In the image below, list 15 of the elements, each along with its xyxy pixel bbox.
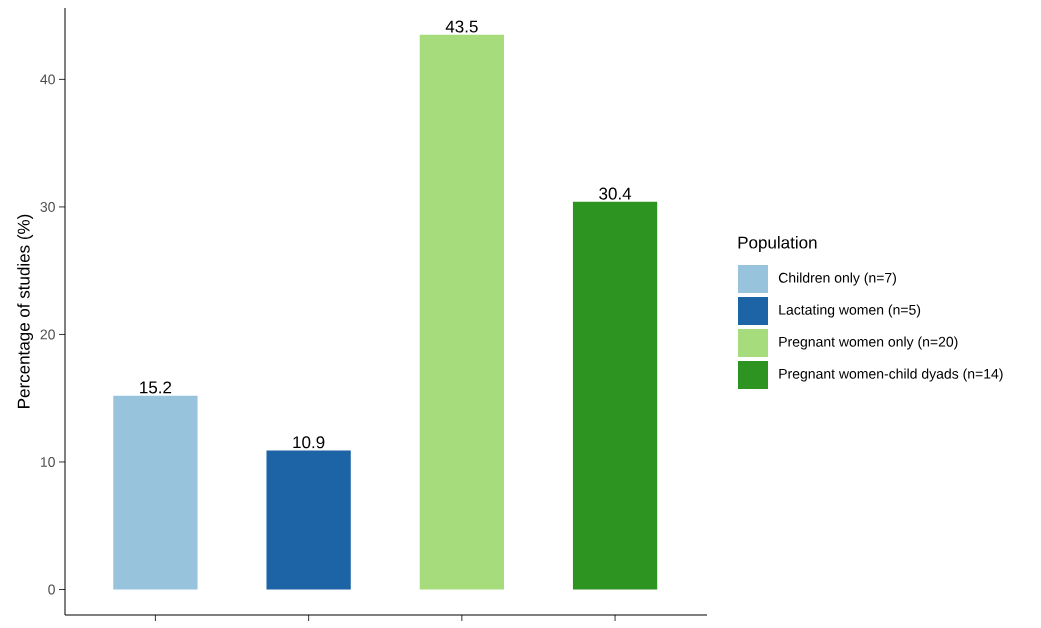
y-tick-label: 20 (40, 329, 55, 340)
legend-title: Population (738, 236, 817, 252)
legend-label: Pregnant women only (n=20) (779, 336, 958, 350)
y-tick-label: 0 (48, 584, 55, 595)
y-tick-label: 30 (40, 202, 55, 212)
y-axis-title: Percentage of studies (%) (17, 214, 34, 408)
legend-label: Pregnant women-child dyads (n=14) (779, 368, 1003, 382)
data-label: 43.5 (445, 20, 478, 33)
y-tick-label: 10 (40, 457, 55, 467)
legend-label: Lactating women (n=5) (779, 304, 921, 318)
data-label: 30.4 (599, 187, 632, 200)
data-label: 15.2 (140, 381, 172, 394)
legend-label: Children only (n=7) (778, 272, 896, 286)
data-label: 10.9 (293, 436, 325, 449)
y-tick-label: 40 (40, 74, 55, 85)
